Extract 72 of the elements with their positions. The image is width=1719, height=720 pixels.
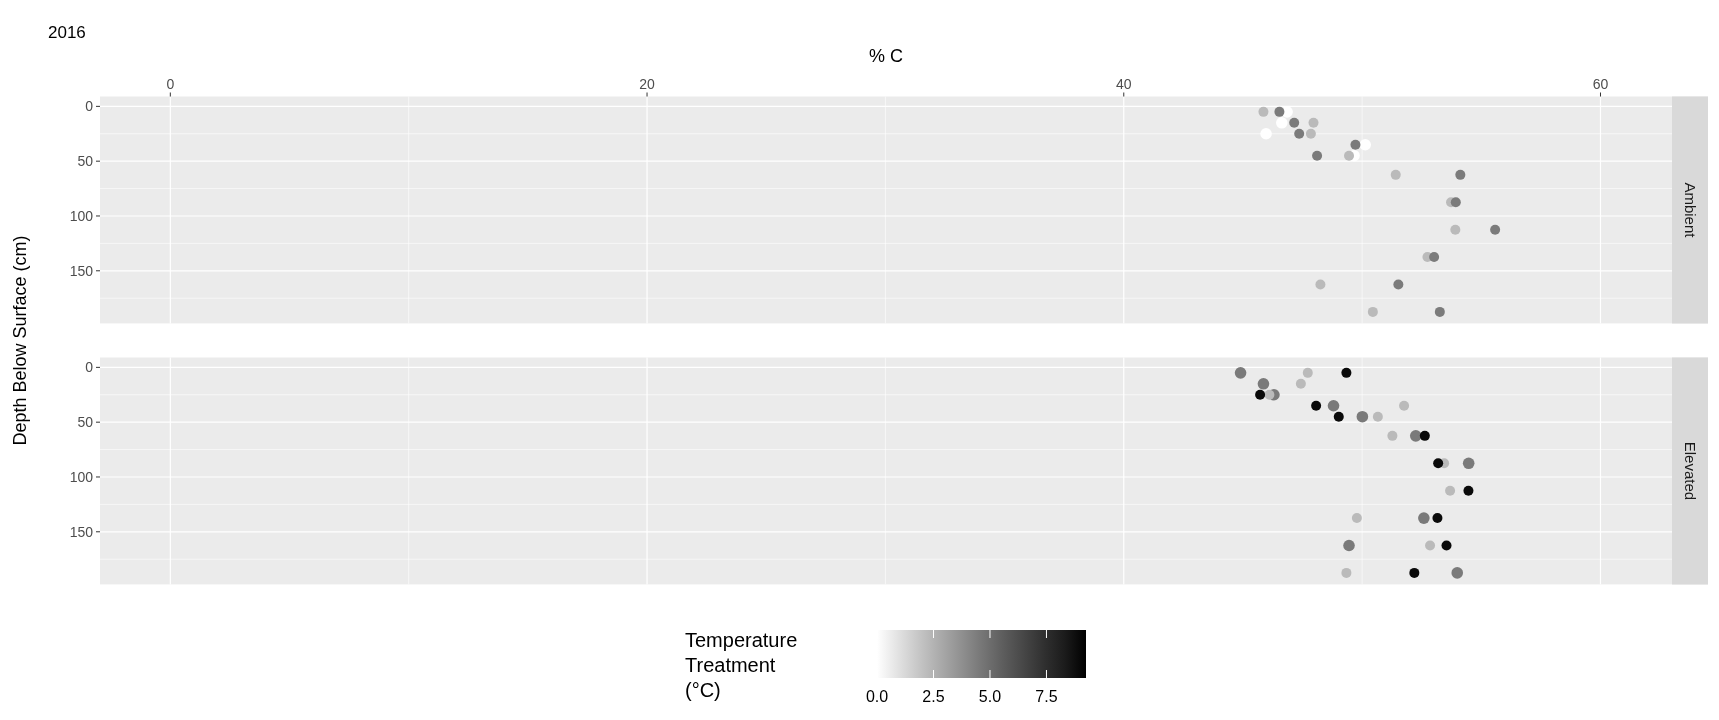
point [1450, 197, 1461, 208]
point [1445, 485, 1456, 496]
point [1409, 567, 1420, 578]
point [1258, 106, 1269, 117]
point [1441, 540, 1452, 551]
point [1343, 539, 1355, 552]
point [1327, 399, 1340, 412]
point [1305, 128, 1316, 139]
point [1264, 389, 1275, 400]
color-bar-label: 7.5 [1035, 688, 1058, 705]
color-bar-title: Temperature Treatment (°C) [685, 629, 798, 701]
color-bar-label: 5.0 [978, 688, 1002, 705]
point [1372, 411, 1383, 422]
point [1418, 512, 1430, 524]
y-tick-label: 0 [85, 98, 94, 115]
point [1341, 567, 1352, 578]
point [1255, 389, 1266, 400]
y-tick-label: 0 [85, 359, 94, 376]
point [1312, 150, 1323, 161]
point [1387, 430, 1398, 441]
point [1294, 128, 1305, 139]
point [1463, 485, 1474, 496]
color-bar-label: 2.5 [922, 688, 945, 705]
point [1344, 150, 1355, 161]
point [1359, 138, 1372, 151]
point [1341, 367, 1352, 378]
y-tick-label: 150 [69, 523, 94, 540]
point [1399, 400, 1410, 411]
point [1367, 306, 1378, 317]
y-tick-label: 100 [69, 207, 94, 224]
x-tick-label: 40 [1115, 75, 1132, 92]
point [1289, 117, 1300, 128]
text: Ambient [1681, 182, 1699, 239]
point [1257, 378, 1270, 390]
text: Elevated [1681, 441, 1699, 501]
chart-title: 2016 [48, 23, 86, 42]
point [1393, 279, 1404, 290]
point [1434, 306, 1445, 317]
x-tick-label: 20 [639, 75, 656, 92]
point [1455, 169, 1466, 180]
y-axis-title: Depth Below Surface (cm) [10, 235, 30, 446]
point [1425, 540, 1436, 551]
x-tick-label: 0 [166, 75, 175, 92]
y-tick-label: 150 [69, 262, 94, 279]
point [1432, 513, 1443, 524]
point [1490, 224, 1501, 235]
point [1295, 378, 1306, 389]
point [1302, 367, 1313, 378]
point [1409, 430, 1422, 442]
point [1462, 457, 1475, 470]
point [1351, 513, 1362, 524]
point [1451, 567, 1464, 579]
point [1356, 410, 1369, 423]
point [1390, 169, 1401, 180]
y-tick-label: 100 [69, 468, 94, 485]
point [1315, 279, 1326, 290]
point [1274, 106, 1285, 117]
point [1308, 117, 1319, 128]
x-axis-title: % C [868, 46, 904, 66]
point [1333, 411, 1344, 422]
point [1450, 224, 1461, 235]
y-tick-label: 50 [77, 153, 94, 170]
x-tick-label: 60 [1592, 75, 1609, 92]
point [1276, 117, 1288, 129]
y-tick-label: 50 [77, 414, 94, 431]
point [1234, 367, 1247, 379]
point [1311, 400, 1322, 411]
point [1429, 252, 1440, 263]
point [1433, 458, 1444, 469]
point [1350, 139, 1361, 150]
point [1419, 430, 1430, 441]
color-bar-label: 0.0 [865, 688, 889, 705]
